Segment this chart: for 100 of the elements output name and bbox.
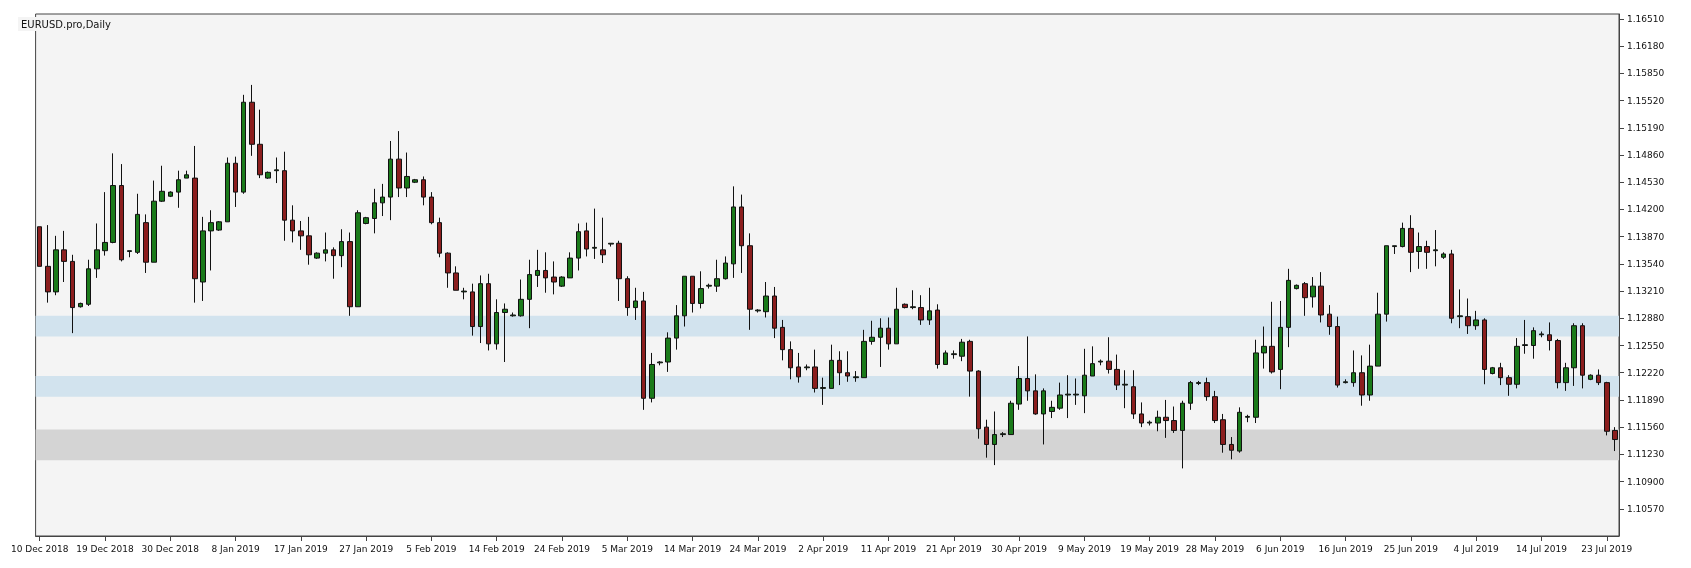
candlestick: [567, 251, 573, 279]
candlestick: [421, 175, 426, 206]
candlestick: [559, 275, 565, 288]
candlestick: [192, 145, 198, 304]
candlestick: [314, 251, 320, 260]
y-tick-label: 1.13540: [1627, 258, 1665, 269]
candlestick: [894, 287, 899, 345]
candlestick: [959, 338, 965, 362]
candlestick: [772, 286, 777, 339]
candlestick: [1294, 283, 1299, 290]
candlestick: [1098, 359, 1103, 366]
candlestick: [1563, 362, 1569, 392]
candlestick: [168, 190, 173, 198]
candlestick: [176, 170, 181, 209]
candlestick: [804, 363, 810, 371]
candlestick: [396, 130, 402, 198]
candlestick: [1261, 326, 1267, 370]
candlestick: [37, 226, 42, 267]
candlestick: [657, 360, 663, 366]
candlestick: [494, 298, 499, 351]
candlestick: [306, 216, 312, 266]
candlestick: [159, 165, 165, 203]
candlestick: [878, 317, 883, 368]
candlestick: [1147, 420, 1152, 426]
x-tick-label: 4 Jul 2019: [1453, 543, 1500, 554]
candlestick: [1351, 349, 1356, 388]
candlestick: [625, 275, 630, 317]
candlestick: [1441, 251, 1446, 260]
candlestick: [967, 339, 973, 398]
candlestick: [1188, 380, 1193, 411]
candlestick: [1131, 369, 1136, 420]
candlestick: [339, 228, 344, 268]
candlestick: [551, 260, 557, 295]
candlestick: [1000, 431, 1006, 438]
candlestick: [1220, 413, 1226, 454]
candlestick: [94, 222, 100, 279]
y-tick-label: 1.16180: [1627, 41, 1665, 52]
candlestick: [1457, 288, 1463, 329]
candlestick: [1122, 369, 1128, 409]
candlestick: [86, 259, 91, 307]
x-tick-label: 19 Dec 2018: [76, 543, 134, 554]
candlestick: [1571, 322, 1577, 387]
candlestick: [543, 251, 548, 294]
candlestick: [1367, 344, 1373, 402]
candlestick: [641, 291, 646, 411]
candlestick: [943, 349, 948, 365]
candlestick: [576, 222, 581, 271]
candlestick: [1400, 222, 1405, 248]
x-tick-label: 5 Mar 2019: [601, 543, 654, 554]
candlestick: [747, 232, 753, 331]
y-tick-label: 1.15190: [1627, 122, 1665, 133]
candlestick: [1025, 335, 1030, 402]
candlestick: [763, 281, 769, 318]
candlestick: [225, 156, 230, 223]
candlestick: [1114, 354, 1120, 391]
candlestick: [902, 302, 908, 309]
candlestick: [608, 242, 614, 248]
candlestick: [1612, 426, 1618, 452]
candlestick: [910, 289, 916, 310]
candlestick: [1106, 336, 1112, 375]
candlestick: [502, 302, 508, 363]
candlestick: [1318, 271, 1324, 323]
candlestick: [935, 303, 940, 370]
candlestick: [592, 208, 597, 260]
candlestick: [445, 251, 451, 289]
candlestick: [404, 152, 410, 198]
candlestick: [249, 84, 255, 157]
candlestick: [1269, 301, 1275, 375]
candlestick: [1580, 322, 1585, 389]
y-tick-label: 1.13210: [1627, 286, 1665, 297]
candlestick: [1482, 317, 1487, 385]
candlestick: [731, 185, 736, 279]
candlestick: [1490, 366, 1495, 375]
candlestick: [1049, 400, 1055, 419]
candlestick: [518, 279, 524, 318]
candlestick: [527, 259, 532, 329]
candlestick: [355, 209, 361, 308]
candlestick: [1335, 316, 1340, 389]
candlestick: [347, 232, 353, 317]
candlestick: [1139, 401, 1144, 428]
candlestick: [714, 259, 720, 293]
candlestick: [616, 240, 622, 302]
candlestick: [1041, 387, 1046, 445]
x-tick-label: 19 May 2019: [1120, 543, 1180, 554]
candlestick: [1392, 245, 1397, 255]
candlestick: [682, 275, 687, 328]
candlestick: [992, 410, 997, 466]
y-tick-label: 1.12880: [1627, 313, 1665, 324]
candlestick: [1384, 245, 1389, 323]
candlestick: [102, 191, 108, 257]
candlestick: [184, 170, 189, 179]
candlestick: [820, 377, 826, 406]
x-tick-label: 6 Jun 2019: [1256, 543, 1305, 554]
candlestick: [290, 204, 295, 243]
x-tick-label: 27 Jan 2019: [339, 543, 394, 554]
candlestick: [1302, 281, 1308, 317]
candlestick: [869, 320, 875, 346]
candlestick: [429, 191, 434, 225]
candlestick: [282, 151, 287, 242]
candlestick: [1016, 365, 1022, 411]
